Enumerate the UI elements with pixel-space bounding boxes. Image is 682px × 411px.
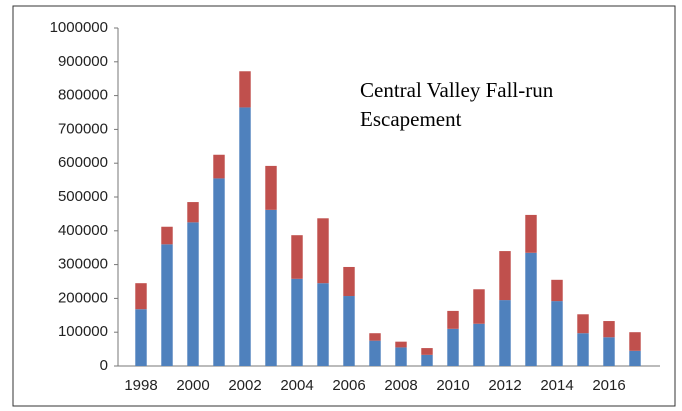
bar-segment [213, 154, 225, 179]
bar-segment [343, 266, 355, 297]
bar-segment [135, 309, 147, 366]
y-tick-label: 700000 [58, 120, 108, 137]
bar-segment [317, 283, 329, 366]
bar-segment [629, 350, 641, 366]
bar-segment [213, 178, 225, 366]
x-tick-label: 2016 [592, 377, 625, 394]
y-tick-label: 1000000 [50, 19, 108, 36]
bar-segment [395, 341, 407, 348]
bar-segment [499, 300, 511, 366]
x-tick-label: 2008 [384, 377, 417, 394]
bar-segment [603, 337, 615, 366]
bar-segment [577, 333, 589, 366]
bar-segment [421, 354, 433, 366]
x-tick-label: 2006 [332, 377, 365, 394]
bar-segment [551, 279, 563, 302]
bar-segment [473, 289, 485, 324]
bar-segment [369, 340, 381, 366]
x-tick-label: 2014 [540, 377, 573, 394]
bar-segment [265, 165, 277, 210]
bar-segment [317, 218, 329, 284]
bar-segment [239, 107, 251, 367]
bar-segment [525, 214, 537, 253]
y-tick-label: 500000 [58, 188, 108, 205]
bar-segment [187, 202, 199, 223]
bar-segment [369, 333, 381, 341]
y-tick-label: 200000 [58, 289, 108, 306]
bar-segment [161, 244, 173, 366]
bar-segment [629, 332, 641, 351]
y-tick-label: 300000 [58, 256, 108, 273]
x-tick-label: 1998 [124, 377, 157, 394]
y-tick-label: 900000 [58, 53, 108, 70]
y-tick-label: 800000 [58, 87, 108, 104]
bar-segment [447, 328, 459, 366]
bar-segment [421, 348, 433, 355]
bar-segment [161, 226, 173, 245]
y-tick-label: 100000 [58, 323, 108, 340]
bar-segment [291, 235, 303, 279]
chart-border [12, 5, 676, 407]
x-tick-label: 2010 [436, 377, 469, 394]
y-tick-label: 0 [100, 357, 108, 374]
y-tick-label: 400000 [58, 222, 108, 239]
bar-segment [473, 323, 485, 366]
bar-segment [265, 209, 277, 366]
bar-segment [447, 310, 459, 329]
bar-segment [187, 222, 199, 366]
x-tick-label: 2002 [228, 377, 261, 394]
bar-segment [343, 296, 355, 366]
bar-segment [577, 314, 589, 334]
bar-segment [291, 278, 303, 366]
y-tick-label: 600000 [58, 154, 108, 171]
bar-segment [499, 251, 511, 301]
chart-title: Central Valley Fall-run Escapement [360, 78, 554, 131]
bar-segment [135, 283, 147, 310]
bar-segment [395, 347, 407, 366]
bar-segment [525, 252, 537, 366]
x-tick-label: 2000 [176, 377, 209, 394]
bar-segment [603, 321, 615, 338]
bar-segment [239, 71, 251, 108]
x-tick-label: 2004 [280, 377, 313, 394]
x-tick-label: 2012 [488, 377, 521, 394]
bar-segment [551, 301, 563, 366]
